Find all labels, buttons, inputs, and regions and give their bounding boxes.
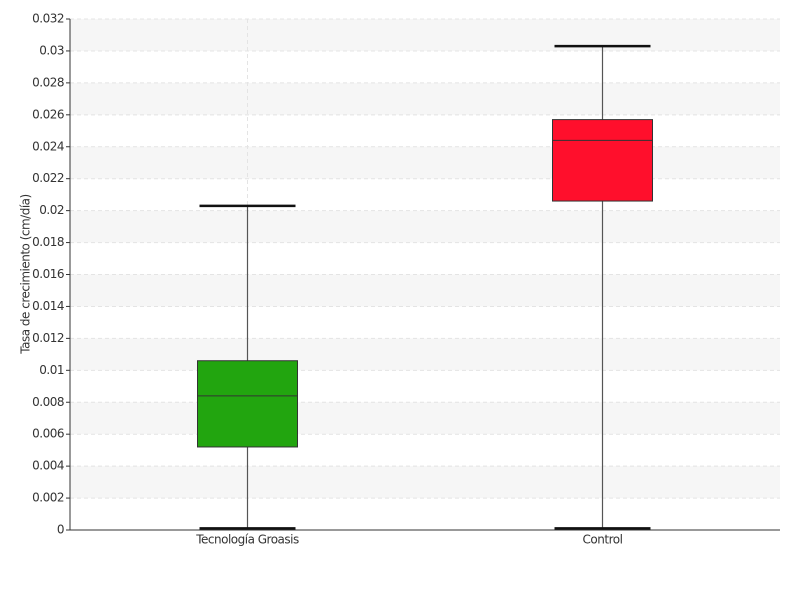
x-tick-label: Control xyxy=(583,533,623,547)
y-tick-label: 0.006 xyxy=(32,427,64,441)
y-tick-label: 0.028 xyxy=(32,75,64,89)
y-tick-label: 0.004 xyxy=(32,459,64,473)
box xyxy=(552,119,653,202)
y-tick-label: 0.022 xyxy=(32,171,64,185)
grid-band xyxy=(70,210,780,243)
grid-band xyxy=(70,466,780,499)
y-tick-label: 0.018 xyxy=(32,235,64,249)
grid-band xyxy=(70,338,780,371)
y-tick-label: 0.03 xyxy=(39,43,64,57)
x-tick-label: Tecnología Groasis xyxy=(195,533,299,547)
y-tick-label: 0.012 xyxy=(32,331,64,345)
grid-band xyxy=(70,402,780,435)
y-tick-label: 0.014 xyxy=(32,299,64,313)
box xyxy=(197,360,298,448)
y-tick-label: 0.024 xyxy=(32,139,64,153)
y-tick-label: 0.032 xyxy=(32,12,64,26)
y-tick-label: 0.01 xyxy=(39,363,64,377)
y-axis-label: Tasa de crecimiento (cm/día) xyxy=(19,194,33,354)
y-tick-label: 0.016 xyxy=(32,267,64,281)
grid-band xyxy=(70,274,780,307)
y-tick-label: 0.002 xyxy=(32,491,64,505)
grid-band xyxy=(70,19,780,51)
y-tick-label: 0.026 xyxy=(32,107,64,121)
grid-band xyxy=(70,82,780,115)
y-tick-label: 0.008 xyxy=(32,395,64,409)
y-tick-label: 0 xyxy=(57,523,64,537)
grid-band xyxy=(70,146,780,179)
y-tick-label: 0.02 xyxy=(39,203,64,217)
